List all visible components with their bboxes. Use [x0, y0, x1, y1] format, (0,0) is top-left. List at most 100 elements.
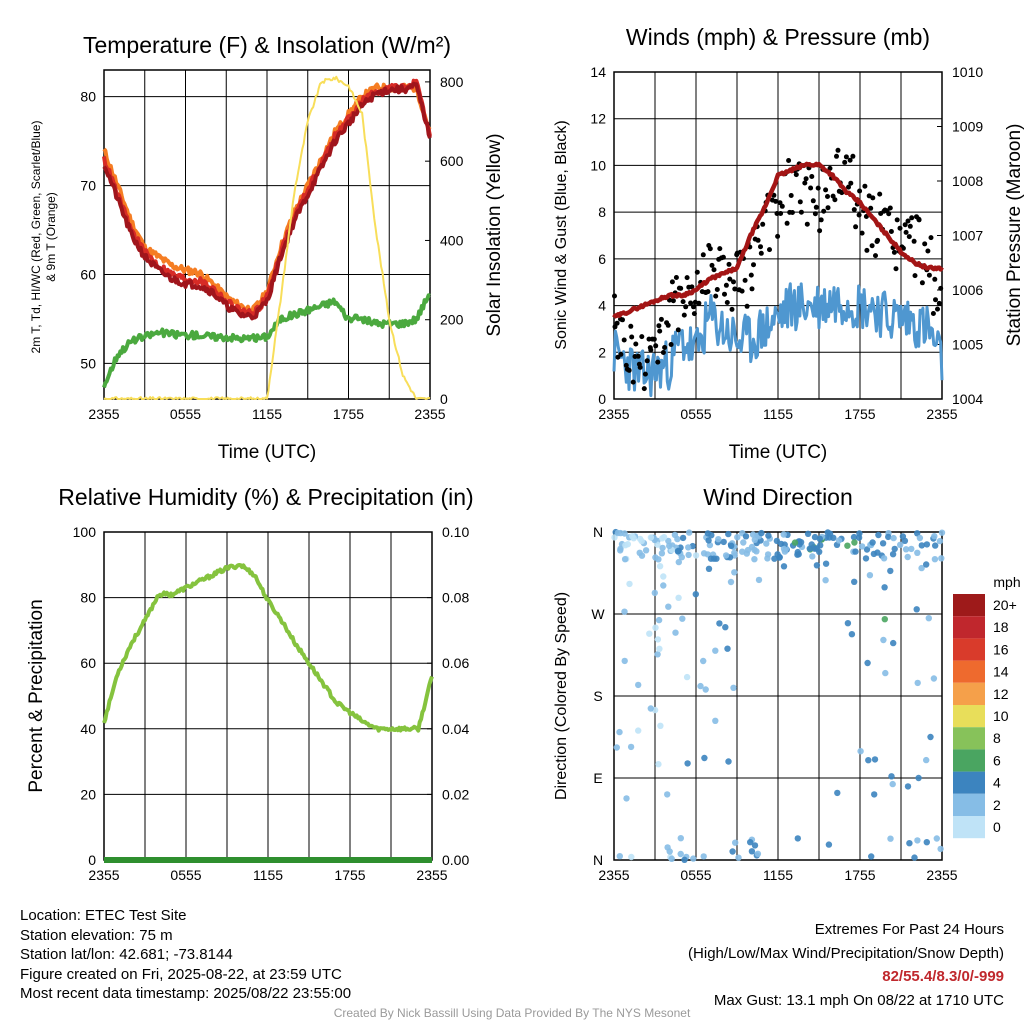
wdir-point [875, 531, 882, 539]
gust-point [644, 358, 650, 364]
station-elevation: Station elevation: 75 m [20, 926, 173, 944]
gust-point [788, 193, 794, 198]
rh-panel-y2tick: 0.04 [442, 721, 469, 737]
gust-point [877, 191, 883, 197]
recent-timestamp: Most recent data timestamp: 2025/08/22 2… [20, 985, 352, 1003]
gust-point [922, 241, 928, 247]
gust-point [694, 269, 700, 275]
wdir-legend-swatch [953, 682, 985, 705]
wdir-point [657, 722, 664, 729]
wind-panel-y2tick: 1004 [952, 391, 983, 407]
wdir-point [824, 529, 831, 536]
gust-point [850, 153, 856, 159]
wdir-point [851, 578, 858, 585]
gust-point [891, 249, 897, 255]
temp-panel-xtick: 0555 [170, 406, 201, 422]
gust-point [669, 279, 675, 285]
gust-point [902, 222, 908, 228]
wdir-point [914, 530, 921, 537]
wind-panel-y2tick: 1009 [952, 119, 983, 135]
wdir-point [897, 541, 904, 548]
wind-series-wind [612, 282, 944, 397]
wdir-point [654, 636, 662, 643]
wdir-point [705, 537, 712, 544]
wdir-point [916, 534, 924, 542]
station-latlon: Station lat/lon: 42.681; -73.8144 [20, 946, 233, 964]
wdir-point [923, 839, 930, 846]
wdir-point [808, 541, 815, 548]
wdir-legend-swatch [953, 749, 985, 772]
wdir-point [891, 545, 898, 553]
wdir-legend-swatch [953, 771, 985, 794]
wdir-ytick: E [593, 770, 602, 786]
wdir-point [647, 534, 655, 541]
gust-point [724, 300, 730, 305]
wdir-legend-label: 6 [993, 752, 1001, 768]
wdir-point [748, 848, 756, 855]
wdir-point [754, 850, 762, 857]
wdir-point [930, 675, 938, 682]
gust-point [894, 217, 900, 223]
wdir-legend-swatch [953, 594, 985, 617]
wdir-point [858, 543, 866, 550]
wdir-legend-swatch [953, 793, 985, 816]
gust-point [862, 183, 868, 189]
wdir-point [749, 531, 757, 538]
wdir-point [751, 536, 758, 543]
wdir-point [865, 757, 872, 764]
wdir-point [614, 529, 621, 537]
wind-panel-xtick: 2355 [598, 406, 629, 422]
gust-point [773, 198, 779, 204]
wdir-point [629, 533, 636, 540]
temp-panel-y2tick: 800 [440, 74, 464, 90]
gust-point [873, 253, 878, 259]
wdir-point [906, 840, 913, 847]
wdir-point [642, 547, 650, 554]
wdir-point [758, 529, 765, 537]
wind-panel-xtick: 1155 [763, 406, 793, 422]
wdir-point [692, 591, 699, 598]
wdir-point [904, 553, 911, 561]
wdir-legend-title: mph [993, 574, 1020, 590]
extremes-panel: Extremes For Past 24 Hours (High/Low/Max… [688, 918, 1004, 1012]
gust-point [623, 362, 629, 368]
wdir-point [826, 534, 833, 541]
gust-point [648, 347, 654, 353]
gust-point [629, 334, 635, 340]
wdir-legend-swatch [953, 660, 985, 683]
extremes-heading: Extremes For Past 24 Hours [814, 921, 1004, 938]
gust-point [821, 208, 827, 214]
wdir-point [870, 550, 878, 558]
gust-point [846, 184, 851, 190]
rh-panel-y2tick: 0.00 [442, 852, 469, 868]
gust-point [683, 304, 689, 310]
wdir-ytick: S [593, 688, 602, 704]
wdir-point [881, 584, 888, 591]
gust-point [778, 211, 784, 216]
wdir-point [623, 795, 630, 802]
wdir-point [692, 552, 700, 559]
gust-point [808, 185, 814, 191]
wdir-point [890, 534, 897, 542]
wdir-point [616, 728, 623, 736]
gust-point [751, 262, 756, 268]
wdir-point [868, 853, 875, 860]
wdir-point [666, 848, 673, 855]
gust-point [847, 157, 853, 163]
wind-panel-y2tick: 1005 [952, 337, 983, 353]
gust-point [696, 300, 702, 306]
wdir-point [742, 533, 750, 540]
wdir-point [700, 853, 707, 860]
wdir-point [932, 542, 939, 549]
gust-point [775, 233, 781, 239]
gust-point [875, 237, 881, 243]
gust-point [933, 297, 938, 303]
wdir-point [923, 756, 930, 764]
wdir-point [655, 556, 662, 563]
wdir-point [679, 615, 686, 622]
wdir-point [624, 541, 631, 548]
temp-xlabel: Time (UTC) [218, 442, 317, 463]
wdir-point [725, 758, 732, 765]
wdir-point [869, 539, 876, 546]
wdir-point [747, 839, 754, 846]
